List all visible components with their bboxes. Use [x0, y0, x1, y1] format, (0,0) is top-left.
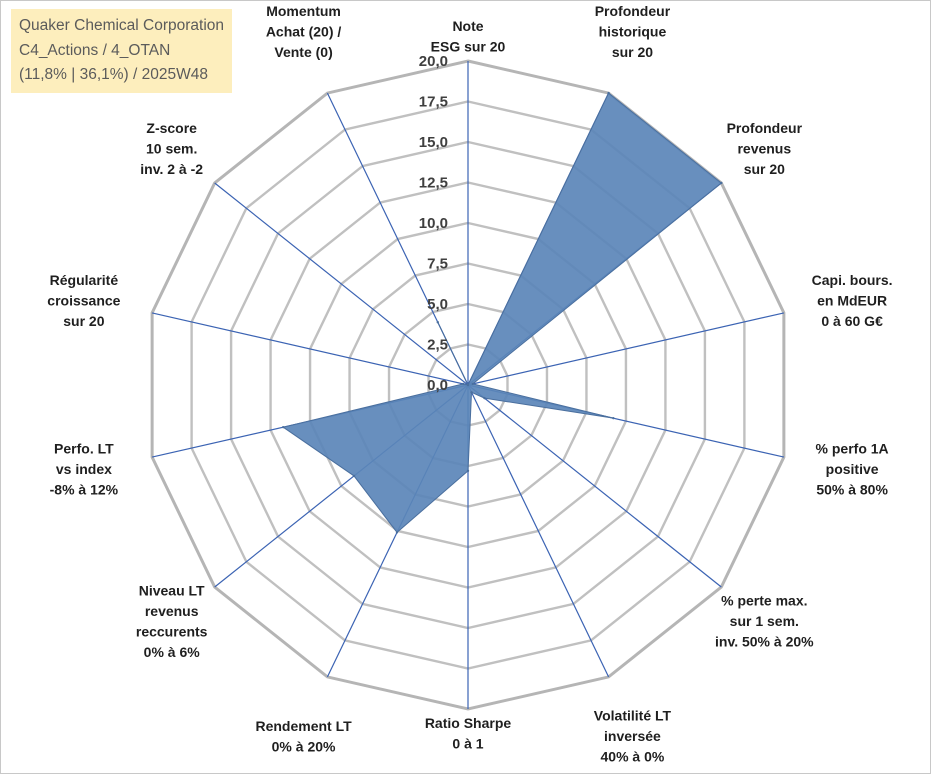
axis-label-5-line-0: % perte max. — [721, 593, 807, 609]
axis-label-0-line-0: Note — [452, 18, 483, 34]
axis-label-7-line-1: 0 à 1 — [452, 736, 483, 752]
axis-label-8-line-1: 0% à 20% — [272, 738, 336, 754]
axis-label-10-line-2: -8% à 12% — [50, 482, 119, 498]
axis-label-9: Niveau LT revenus reccurents 0% à 6% — [136, 582, 208, 660]
axis-label-5-line-2: inv. 50% à 20% — [715, 634, 814, 650]
axis-label-4-line-2: 50% à 80% — [816, 482, 888, 498]
tick-layer: 0,0 2,5 5,0 7,5 10,0 12,5 15,0 17,5 20,0 — [419, 53, 448, 394]
axis-label-7: Ratio Sharpe 0 à 1 — [425, 715, 512, 752]
tick-label-6: 15,0 — [419, 134, 448, 151]
series-point-6 — [470, 391, 473, 394]
axis-spoke-6 — [467, 384, 610, 678]
axis-label-10: Perfo. LT vs index -8% à 12% — [50, 441, 119, 498]
axis-label-2: Profondeur revenus sur 20 — [727, 120, 803, 177]
axis-label-13: Momentum Achat (20) / Vente (0) — [266, 3, 342, 60]
axis-label-6-line-2: 40% à 0% — [601, 749, 665, 765]
axis-label-11-line-1: croissance — [47, 292, 120, 308]
axis-label-0-line-1: ESG sur 20 — [431, 39, 506, 55]
axis-label-0: Note ESG sur 20 — [431, 18, 506, 55]
axis-label-13-line-0: Momentum — [266, 3, 341, 19]
series-point-2 — [720, 181, 723, 185]
series-point-1 — [607, 91, 610, 95]
tick-label-1: 2,5 — [427, 337, 448, 354]
series-point-10 — [282, 425, 285, 429]
axis-label-1-line-2: sur 20 — [612, 44, 653, 60]
axis-label-4-line-1: positive — [826, 461, 879, 477]
tick-label-0: 0,0 — [427, 377, 448, 394]
axis-label-13-line-1: Achat (20) / — [266, 23, 342, 39]
series-point-8 — [395, 531, 399, 534]
stats-label: (11,8% | 36,1%) / 2025W48 — [19, 66, 208, 83]
axis-label-2-line-2: sur 20 — [744, 161, 785, 177]
series-point-9 — [352, 474, 356, 478]
axis-label-6-line-0: Volatilité LT — [594, 708, 672, 724]
portfolio-label: C4_Actions / 4_OTAN — [19, 41, 171, 59]
axis-label-9-line-0: Niveau LT — [139, 582, 205, 598]
series-point-13 — [436, 321, 439, 324]
axis-label-12-line-2: inv. 2 à -2 — [140, 161, 203, 177]
company-name: Quaker Chemical Corporation — [19, 17, 225, 34]
label-layer: Note ESG sur 20 Profondeur historique sur 20… — [47, 3, 892, 765]
axis-spoke-11 — [151, 312, 469, 386]
axis-label-1-line-0: Profondeur — [595, 3, 671, 19]
series-point-3 — [471, 382, 474, 386]
axis-label-3-line-0: Capi. bours. — [812, 272, 893, 288]
axis-label-11: Régularité croissance sur 20 — [47, 272, 120, 329]
axis-label-6: Volatilité LT inversée 40% à 0% — [594, 708, 672, 765]
tick-label-7: 17,5 — [419, 94, 448, 111]
axis-label-4: % perfo 1A positive 50% à 80% — [816, 441, 889, 498]
info-box: Quaker Chemical Corporation C4_Actions /… — [11, 9, 233, 93]
axis-label-1: Profondeur historique sur 20 — [595, 3, 671, 60]
axis-label-5-line-1: sur 1 sem. — [730, 613, 799, 629]
axis-label-3: Capi. bours. en MdEUR 0 à 60 G€ — [812, 272, 893, 329]
tick-label-8: 20,0 — [419, 53, 448, 70]
axis-label-1-line-1: historique — [599, 23, 667, 39]
series-point-11 — [462, 382, 465, 386]
axis-label-3-line-2: 0 à 60 G€ — [821, 313, 883, 329]
axis-label-4-line-0: % perfo 1A — [816, 441, 889, 457]
axis-label-11-line-0: Régularité — [50, 272, 119, 288]
tick-label-3: 7,5 — [427, 256, 448, 273]
axis-spoke-5 — [467, 384, 722, 588]
axis-label-10-line-0: Perfo. LT — [54, 441, 114, 457]
axis-label-8-line-0: Rendement LT — [255, 718, 352, 734]
axis-label-12: Z-score 10 sem. inv. 2 à -2 — [140, 120, 203, 177]
axis-label-9-line-2: reccurents — [136, 623, 208, 639]
axis-label-8: Rendement LT 0% à 20% — [255, 718, 352, 755]
axis-label-12-line-1: 10 sem. — [146, 140, 197, 156]
tick-label-2: 5,0 — [427, 296, 448, 313]
axis-label-6-line-1: inversée — [604, 728, 661, 744]
axis-label-2-line-0: Profondeur — [727, 120, 803, 136]
series-area — [282, 92, 723, 534]
axis-label-5: % perte max. sur 1 sem. inv. 50% à 20% — [715, 593, 814, 650]
axis-label-10-line-1: vs index — [56, 461, 112, 477]
axis-label-9-line-3: 0% à 6% — [144, 644, 201, 660]
series-point-5 — [483, 396, 486, 400]
axis-spoke-3 — [467, 312, 785, 386]
axis-label-13-line-2: Vente (0) — [274, 44, 332, 60]
axis-label-11-line-2: sur 20 — [63, 313, 104, 329]
tick-label-5: 12,5 — [419, 175, 448, 192]
series-point-12 — [466, 383, 470, 387]
axis-label-3-line-1: en MdEUR — [817, 292, 887, 308]
series-layer — [282, 91, 723, 534]
series-point-7 — [466, 469, 470, 473]
axis-label-2-line-1: revenus — [737, 140, 791, 156]
axis-label-9-line-1: revenus — [145, 603, 199, 619]
axis-label-12-line-0: Z-score — [146, 120, 197, 136]
series-point-4 — [612, 416, 615, 420]
tick-label-4: 10,0 — [419, 215, 448, 232]
axis-label-7-line-0: Ratio Sharpe — [425, 715, 512, 731]
axis-spoke-12 — [214, 182, 469, 386]
